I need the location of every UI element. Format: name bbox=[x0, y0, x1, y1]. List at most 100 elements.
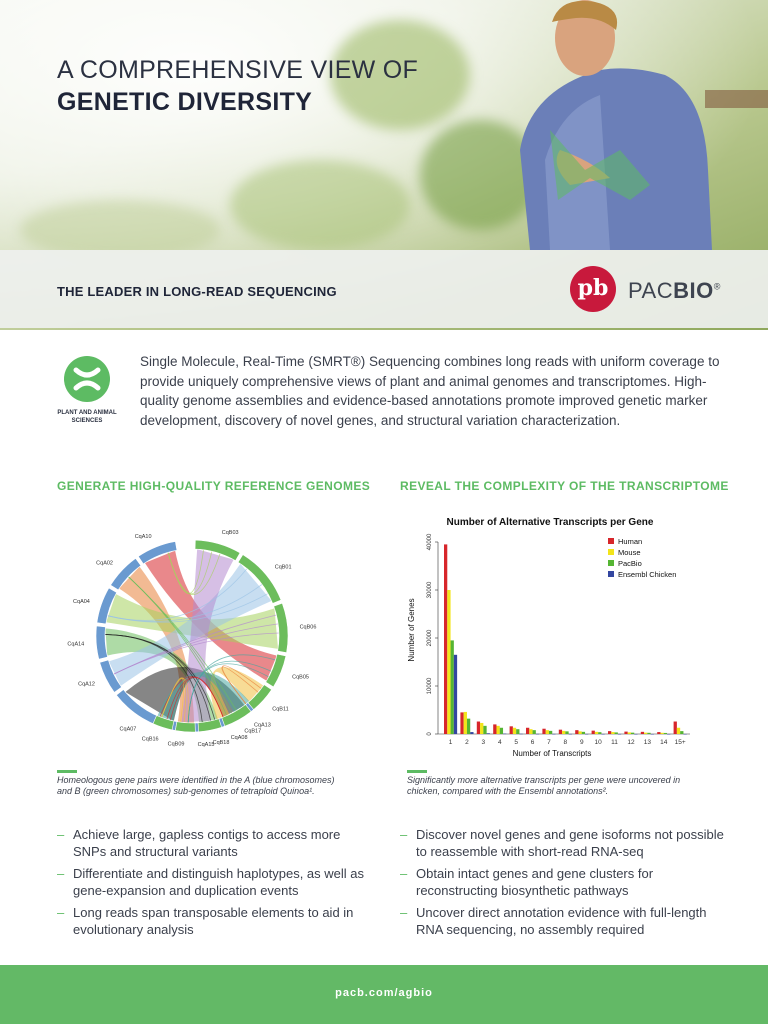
bar bbox=[463, 711, 467, 734]
bar bbox=[578, 731, 582, 734]
x-tick-label: 11 bbox=[611, 739, 618, 746]
circos-link bbox=[167, 552, 221, 595]
bar bbox=[581, 731, 586, 734]
bar bbox=[535, 733, 540, 735]
bar bbox=[480, 722, 484, 734]
left-bullet-list: Achieve large, gapless contigs to access… bbox=[57, 826, 372, 943]
bar bbox=[676, 727, 681, 734]
chromosome-a-segment bbox=[96, 587, 118, 625]
bar bbox=[532, 730, 536, 734]
foliage-blur bbox=[420, 120, 540, 230]
bar bbox=[496, 725, 500, 734]
chromosome-label: CqB03 bbox=[222, 530, 239, 536]
list-item: Obtain intact genes and gene clusters fo… bbox=[400, 865, 735, 899]
bar bbox=[486, 733, 490, 734]
foliage-blur bbox=[230, 160, 410, 250]
bar bbox=[608, 731, 612, 734]
bar bbox=[476, 721, 481, 734]
x-tick-label: 8 bbox=[564, 739, 568, 746]
chromosome-b-segment bbox=[174, 721, 196, 733]
left-caption-line1: Homeologous gene pairs were identified i… bbox=[57, 775, 335, 785]
circos-link bbox=[113, 632, 279, 675]
list-item: Long reads span transposable elements to… bbox=[57, 904, 372, 938]
chromosome-a-segment bbox=[99, 659, 123, 693]
bar bbox=[516, 729, 520, 734]
legend-swatch bbox=[608, 571, 614, 577]
bar bbox=[614, 732, 618, 734]
legend-label: Human bbox=[618, 537, 642, 546]
y-tick-label: 30000 bbox=[427, 581, 433, 598]
chromosome-b-segment bbox=[265, 653, 287, 688]
pacbio-logo-icon: pb bbox=[570, 266, 616, 312]
transcripts-bar-chart: Number of Alternative Transcripts per Ge… bbox=[407, 517, 690, 758]
footer-link[interactable]: pacb.com/agbio bbox=[335, 987, 433, 999]
x-tick-label: 1 bbox=[449, 739, 453, 746]
chart-title: Number of Alternative Transcripts per Ge… bbox=[447, 517, 654, 528]
caption-rule bbox=[407, 770, 427, 773]
tagline: THE LEADER IN LONG-READ SEQUENCING bbox=[57, 284, 337, 299]
circos-plot: CqA10 CqA02 CqA04 CqA14 CqA12 CqA07 CqA15 CqA08… bbox=[67, 530, 317, 748]
x-tick-label: 2 bbox=[465, 739, 469, 746]
bar bbox=[627, 732, 631, 734]
footer-bar bbox=[0, 965, 768, 1024]
right-caption-line1: Significantly more alternative transcrip… bbox=[407, 775, 681, 785]
list-item: Achieve large, gapless contigs to access… bbox=[57, 826, 372, 860]
bar bbox=[630, 732, 635, 734]
y-tick-label: 10000 bbox=[427, 677, 433, 694]
chromosome-label: CqB17 bbox=[244, 728, 261, 734]
chromosome-label: CqA02 bbox=[96, 560, 113, 566]
bar bbox=[647, 732, 651, 734]
chromosome-label: CqA07 bbox=[120, 727, 137, 733]
list-item: Differentiate and distinguish haplotypes… bbox=[57, 865, 372, 899]
intro-paragraph: Single Molecule, Real-Time (SMRT®) Seque… bbox=[140, 354, 720, 428]
chromosome-b-segment bbox=[247, 684, 273, 710]
wordmark-light: PAC bbox=[628, 278, 674, 303]
legend-label: Mouse bbox=[618, 548, 641, 557]
bar bbox=[680, 731, 684, 734]
circos-ribbon bbox=[108, 563, 272, 686]
list-item: Uncover direct annotation evidence with … bbox=[400, 904, 735, 938]
bar bbox=[673, 721, 677, 734]
foliage-blur bbox=[330, 20, 470, 130]
bar bbox=[470, 732, 474, 734]
chromosome-label: CqA13 bbox=[254, 722, 271, 728]
bar bbox=[460, 712, 464, 734]
circos-ribbon bbox=[105, 628, 218, 723]
legend-swatch bbox=[608, 538, 614, 544]
bar bbox=[611, 732, 615, 734]
bar bbox=[552, 733, 556, 735]
x-tick-label: 14 bbox=[660, 739, 668, 746]
chromosome-label: CqA08 bbox=[231, 735, 248, 741]
bar bbox=[585, 733, 589, 735]
chromosome-label: CqB16 bbox=[142, 737, 159, 743]
bar bbox=[598, 732, 602, 734]
bar bbox=[509, 726, 513, 734]
legend-swatch bbox=[608, 549, 614, 555]
chromosome-b-segment bbox=[273, 602, 289, 654]
x-tick-label: 9 bbox=[580, 739, 584, 746]
bar bbox=[450, 640, 454, 734]
circos-link bbox=[105, 634, 212, 722]
wordmark-bold: BIO bbox=[673, 278, 714, 303]
bar bbox=[660, 732, 664, 734]
chromosome-label: CqA15 bbox=[198, 742, 215, 748]
bar bbox=[667, 733, 671, 735]
bar bbox=[683, 733, 687, 735]
bar bbox=[650, 733, 654, 735]
left-section-heading: GENERATE HIGH-QUALITY REFERENCE GENOMES bbox=[57, 479, 371, 493]
x-tick-label: 3 bbox=[482, 739, 486, 746]
chromosome-b-segment bbox=[152, 715, 175, 731]
bar bbox=[558, 729, 563, 734]
chart-y-axis-label: Number of Genes bbox=[407, 598, 416, 661]
chromosome-label: CqA12 bbox=[78, 681, 95, 687]
bar bbox=[617, 733, 622, 735]
bar bbox=[529, 729, 533, 734]
farmer-illustration bbox=[520, 0, 768, 250]
chromosome-b-segment bbox=[194, 539, 241, 562]
chromosome-label: CqB11 bbox=[272, 706, 288, 712]
bar bbox=[624, 731, 628, 734]
right-caption-line2: chicken, compared with the Ensembl annot… bbox=[407, 786, 609, 796]
y-tick-label: 20000 bbox=[427, 629, 433, 646]
chromosome-label: CqB06 bbox=[300, 625, 317, 631]
circos-ribbon bbox=[157, 671, 250, 721]
